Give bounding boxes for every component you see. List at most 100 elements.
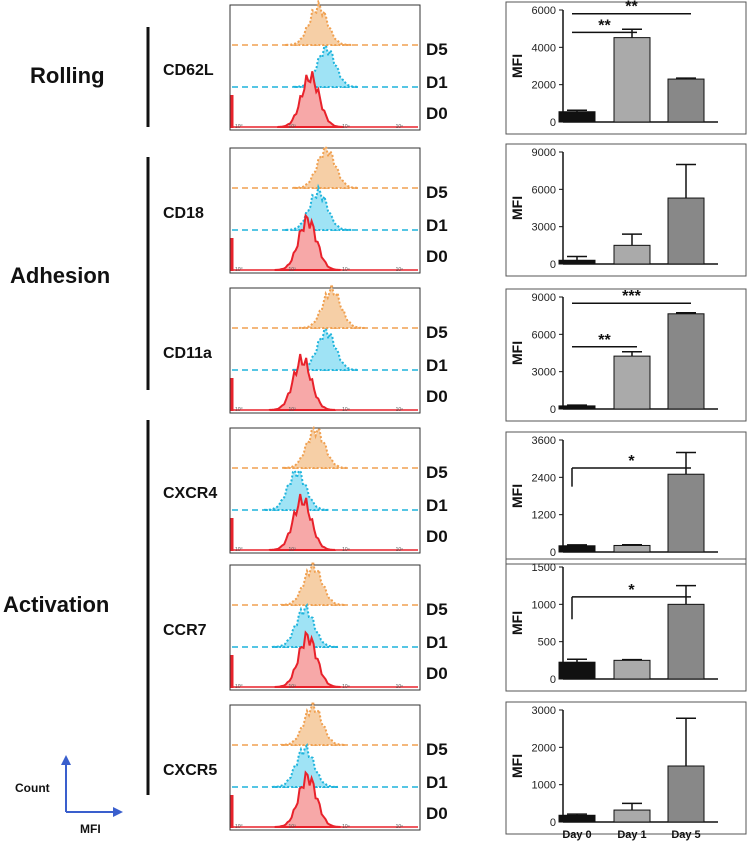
histogram-trace-d5 [279, 561, 347, 606]
y-axis-label: MFI [509, 341, 525, 365]
bar-day-1 [613, 37, 651, 123]
log-tick-label: 10² [289, 684, 297, 690]
bar-day-1 [613, 659, 651, 680]
y-tick-label: 0 [550, 547, 556, 559]
log-tick-label: 10² [289, 547, 297, 553]
x-category-label: Day 5 [671, 829, 700, 841]
day-label-d0: D0 [426, 387, 448, 406]
bar-day-5 [667, 197, 705, 265]
legend-y-arrowhead [61, 755, 71, 765]
histogram-panel-ccr7: CCR7 D5 D1 D0 10⁰ 10² 10⁴ 10⁶ [163, 561, 448, 691]
day-label-d1: D1 [426, 73, 448, 92]
y-tick-label: 1000 [532, 780, 556, 792]
chart-frame [505, 558, 747, 692]
significance-label: * [628, 582, 635, 599]
histogram-layer: CD62L D5 D1 D0 10⁰ 10² 10⁴ 10⁶ CD18 D5 D1 D0 10⁰ 10² 1… [163, 0, 448, 831]
chart-frame [505, 431, 747, 565]
marker-label: CXCR4 [163, 485, 217, 502]
histogram-trace-d5 [279, 701, 347, 746]
day-label-d0: D0 [426, 664, 448, 683]
histogram-trace-d1 [271, 743, 339, 788]
log-tick-label: 10⁰ [235, 824, 243, 830]
log-tick-label: 10⁶ [396, 684, 404, 690]
bar-day-0 [558, 111, 596, 123]
day-label-d1: D1 [426, 216, 448, 235]
y-tick-label: 4000 [532, 42, 556, 54]
day-label-d5: D5 [426, 463, 448, 482]
group-label-activation: Activation [3, 592, 109, 617]
bar-chart-cxcr5: 0 1000 2000 3000 MFI Day 0 Day 1 Day 5 [505, 701, 747, 841]
bar-day-0 [558, 661, 596, 680]
marker-label: CD18 [163, 205, 204, 222]
histogram-panel-cd62l: CD62L D5 D1 D0 10⁰ 10² 10⁴ 10⁶ [163, 0, 448, 131]
y-tick-label: 3600 [532, 435, 556, 447]
histogram-trace-d0 [274, 630, 341, 688]
day-label-d5: D5 [426, 183, 448, 202]
day-label-d5: D5 [426, 740, 448, 759]
y-tick-label: 2000 [532, 742, 556, 754]
y-tick-label: 0 [550, 259, 556, 271]
day-label-d0: D0 [426, 527, 448, 546]
marker-label: CD62L [163, 62, 214, 79]
axis-legend: Count MFI [15, 755, 123, 836]
histogram-trace-d1 [263, 468, 330, 511]
bar-chart-cxcr4: 0 1200 2400 3600 MFI * [505, 431, 747, 565]
y-tick-label: 2400 [532, 472, 556, 484]
y-tick-label: 3000 [532, 222, 556, 234]
histogram-trace-d1 [271, 603, 339, 648]
bar-day-0 [558, 814, 596, 823]
log-tick-label: 10⁴ [342, 407, 350, 413]
bar-chart-ccr7: 0 500 1000 1500 MFI * [505, 558, 747, 692]
day-label-d1: D1 [426, 773, 448, 792]
y-tick-label: 6000 [532, 5, 556, 17]
significance-label: * [628, 453, 635, 470]
y-tick-label: 2000 [532, 80, 556, 92]
bar-day-5 [667, 473, 705, 553]
bar-day-1 [613, 809, 651, 823]
histogram-panel-cxcr4: CXCR4 D5 D1 D0 10⁰ 10² 10⁴ 10⁶ [163, 425, 448, 554]
log-tick-label: 10⁶ [396, 407, 404, 413]
x-category-label: Day 0 [562, 829, 591, 841]
chart-frame [505, 288, 747, 422]
histogram-panel-cd18: CD18 D5 D1 D0 10⁰ 10² 10⁴ 10⁶ [163, 145, 448, 274]
y-tick-label: 0 [550, 404, 556, 416]
log-tick-label: 10⁴ [342, 267, 350, 273]
log-tick-label: 10² [289, 824, 297, 830]
bar-chart-cd62l: 0 2000 4000 6000 MFI ** ** [505, 0, 747, 135]
y-tick-label: 0 [550, 817, 556, 829]
y-tick-label: 6000 [532, 184, 556, 196]
day-label-d0: D0 [426, 104, 448, 123]
day-label-d5: D5 [426, 600, 448, 619]
log-tick-label: 10⁰ [235, 684, 243, 690]
bar-day-0 [558, 545, 596, 553]
day-label-d5: D5 [426, 323, 448, 342]
day-label-d5: D5 [426, 40, 448, 59]
bar-day-1 [613, 244, 651, 265]
histogram-trace-d5 [292, 145, 360, 189]
log-tick-label: 10⁶ [396, 124, 404, 130]
chart-frame [505, 1, 747, 135]
histogram-frame [229, 704, 421, 831]
bar-chart-cd18: 0 3000 6000 9000 MFI [505, 143, 747, 277]
x-category-label: Day 1 [617, 829, 646, 841]
log-tick-label: 10⁴ [342, 684, 350, 690]
legend-mfi-label: MFI [80, 822, 101, 836]
log-tick-label: 10⁰ [235, 124, 243, 130]
significance-label: ** [598, 17, 611, 34]
y-tick-label: 1500 [532, 562, 556, 574]
y-tick-label: 9000 [532, 147, 556, 159]
day-label-d1: D1 [426, 633, 448, 652]
histogram-trace-d5 [285, 0, 352, 46]
log-tick-label: 10⁴ [342, 824, 350, 830]
y-tick-label: 1200 [532, 510, 556, 522]
marker-label: CXCR5 [163, 762, 217, 779]
y-tick-label: 0 [550, 674, 556, 686]
y-tick-label: 9000 [532, 292, 556, 304]
day-label-d0: D0 [426, 247, 448, 266]
histogram-trace-d0 [268, 493, 336, 551]
y-tick-label: 3000 [532, 705, 556, 717]
chart-frame [505, 143, 747, 277]
histogram-panel-cd11a: CD11a D5 D1 D0 10⁰ 10² 10⁴ 10⁶ [163, 284, 448, 414]
